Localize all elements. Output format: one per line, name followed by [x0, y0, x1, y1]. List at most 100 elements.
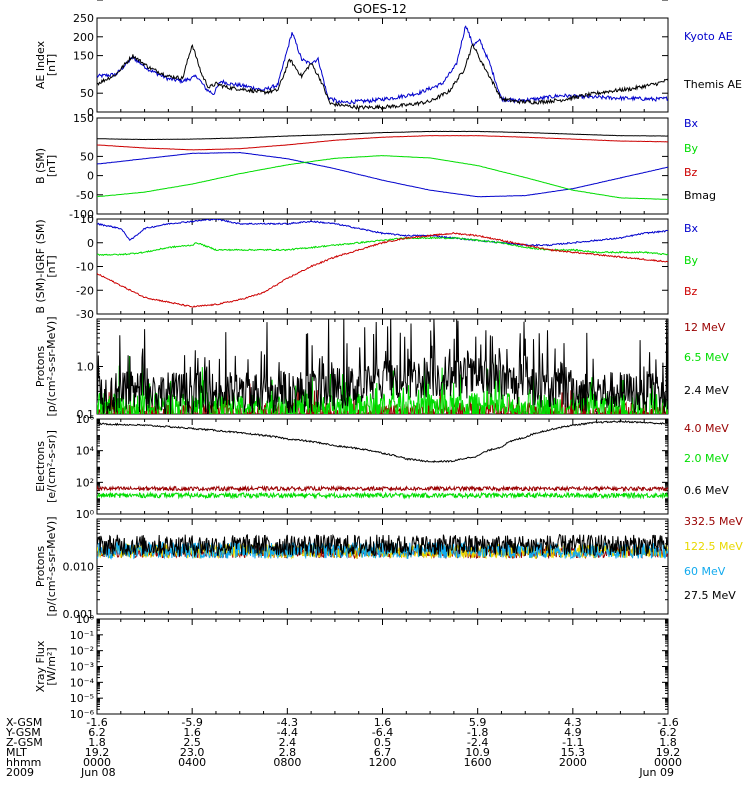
y-tick-label: 10⁶: [76, 413, 95, 426]
time-axis-value: 1.6: [374, 716, 392, 729]
time-axis-value: 15.3: [561, 746, 586, 759]
y-tick-label: 0: [87, 106, 94, 119]
time-axis-row-label: X-GSM: [6, 716, 42, 729]
panel-frame: [96, 418, 669, 515]
legend-label: By: [684, 254, 699, 267]
legend-label: 2.4 MeV: [684, 384, 729, 397]
legend-label: Bz: [684, 166, 698, 179]
y-tick-label: 0: [87, 237, 94, 250]
legend-label: 2.0 MeV: [684, 452, 729, 465]
time-axis-value: 6.2: [659, 726, 677, 739]
time-axis-value: 19.2: [85, 746, 110, 759]
time-axis-value: -1.6: [86, 716, 107, 729]
time-axis-value: 6.7: [374, 746, 392, 759]
panel-frame: [96, 518, 669, 615]
time-axis-value: Jun 09: [638, 766, 674, 779]
time-axis-value: 1600: [464, 756, 492, 769]
time-axis-value: 2.8: [279, 746, 297, 759]
legend-label: By: [684, 142, 699, 155]
legend-label: Themis AE: [683, 78, 742, 91]
y-tick-label: 200: [73, 31, 94, 44]
time-axis-value: -4.3: [277, 716, 298, 729]
time-axis-value: -4.4: [277, 726, 298, 739]
series-line-4-0-mev: [97, 484, 668, 493]
time-axis-value: 0.5: [374, 736, 392, 749]
y-tick-label: 150: [73, 50, 94, 63]
y-tick-label: 10⁰: [76, 613, 95, 626]
panel-electrons: 10⁰ 10² 10⁴ 10⁶ Electrons[e/(cm²-s-sr)] 4.0 M…: [34, 413, 729, 521]
time-axis-row-label: Z-GSM: [6, 736, 43, 749]
y-tick-label: -20: [76, 284, 94, 297]
legend-label: 4.0 MeV: [684, 422, 729, 435]
y-axis-label: Protons[p/(cm²-s-sr-MeV)]: [34, 317, 58, 417]
time-axis-value: 1.8: [659, 736, 677, 749]
time-axis-value: 1.8: [88, 736, 106, 749]
time-axis-value: 0800: [273, 756, 301, 769]
legend-label: 6.5 MeV: [684, 351, 729, 364]
time-axis-row-label: hhmm: [6, 756, 41, 769]
legend-label: Bmag: [684, 189, 716, 202]
y-tick-label: 10⁴: [76, 445, 95, 458]
series-line-bz: [97, 232, 668, 308]
series-line-0-6-mev: [97, 419, 668, 464]
time-axis-value: 10.9: [465, 746, 490, 759]
y-tick-label: 0.1: [77, 408, 95, 421]
series-line-bx: [97, 151, 668, 198]
y-tick-label: 10: [80, 213, 94, 226]
time-axis-value: 6.2: [88, 726, 106, 739]
time-axis-value: -1.8: [467, 726, 488, 739]
series-line-bz: [97, 134, 668, 151]
series-line-by: [97, 236, 668, 256]
y-tick-label: 50: [80, 150, 94, 163]
time-axis-value: -1.6: [657, 716, 678, 729]
time-axis-value: 2000: [559, 756, 587, 769]
y-tick-label: 0.001: [63, 608, 95, 621]
y-tick-label: 10⁰: [76, 508, 95, 521]
y-tick-label: -100: [69, 208, 94, 221]
y-tick-label: 10.0: [70, 0, 95, 3]
legend-label: Bx: [684, 117, 699, 130]
time-axis-value: -5.9: [181, 716, 202, 729]
time-axis-value: 5.9: [469, 716, 487, 729]
y-tick-label: 10⁻⁴: [70, 676, 95, 689]
legend-label: 12 MeV: [684, 321, 726, 334]
legend-label: 122.5 MeV: [684, 540, 743, 553]
series-line-27-5-mev: [97, 533, 668, 558]
y-tick-label: 10⁻¹: [70, 629, 94, 642]
time-axis-value: 1.6: [183, 726, 201, 739]
legend-label: Bz: [684, 285, 698, 298]
panel-protons_high: 0.001 0.010 Protons[p/(cm²-s-sr-MeV)] 332.5…: [34, 515, 743, 621]
panel-protons_low: 0.1 1.0 10.0 Protons[p/(cm²-s-sr-MeV)] 12 Me…: [34, 0, 729, 421]
plot-title: GOES-12: [353, 2, 407, 16]
legend-label: Bx: [684, 222, 699, 235]
time-axis-value: 1200: [369, 756, 397, 769]
panel-ae: 0 50 100 150 200 250 AE Index[nT] Kyoto AE Themi…: [34, 0, 742, 119]
series-line-60-mev: [97, 540, 668, 560]
time-axis-value: -6.4: [372, 726, 393, 739]
y-tick-label: -10: [76, 261, 94, 274]
y-tick-label: 50: [80, 87, 94, 100]
series-line-bx: [97, 219, 668, 247]
time-axis-value: 23.0: [180, 746, 205, 759]
time-axis-row-label: Y-GSM: [5, 726, 41, 739]
time-axis-value: 0400: [178, 756, 206, 769]
y-tick-label: 250: [73, 12, 94, 25]
panel-frame: [96, 618, 669, 715]
time-axis-table: X-GSM -1.6 -5.9 -4.3 1.6 5.9 4.3 -1.6Y-GSM 6.2 1.…: [5, 716, 682, 779]
y-axis-label: Xray Flux[W/m²]: [34, 640, 58, 692]
legend-label: 332.5 MeV: [684, 515, 743, 528]
time-axis-value: Jun 08: [80, 766, 116, 779]
y-tick-label: 150: [73, 112, 94, 125]
series-line-themis-ae: [97, 42, 668, 111]
panel-xray: 10⁻⁶ 10⁻⁵ 10⁻⁴ 10⁻³ 10⁻² 10⁻¹ 10⁰ Xray Flux[W/m…: [34, 613, 669, 721]
series-line-bmag: [97, 130, 668, 141]
time-axis-value: -1.1: [562, 736, 583, 749]
series-line-by: [97, 155, 668, 200]
y-axis-label: Electrons[e/(cm²-s-sr)]: [34, 430, 58, 503]
time-axis-row-label: MLT: [6, 746, 27, 759]
panel-bsm: -100 -50 0 50 100 150 B (SM)[nT] Bx By Bz Bmag: [34, 0, 716, 221]
y-tick-label: 1.0: [77, 361, 95, 374]
y-tick-label: 10⁻⁶: [70, 708, 95, 721]
time-axis-value: 2.4: [279, 736, 297, 749]
